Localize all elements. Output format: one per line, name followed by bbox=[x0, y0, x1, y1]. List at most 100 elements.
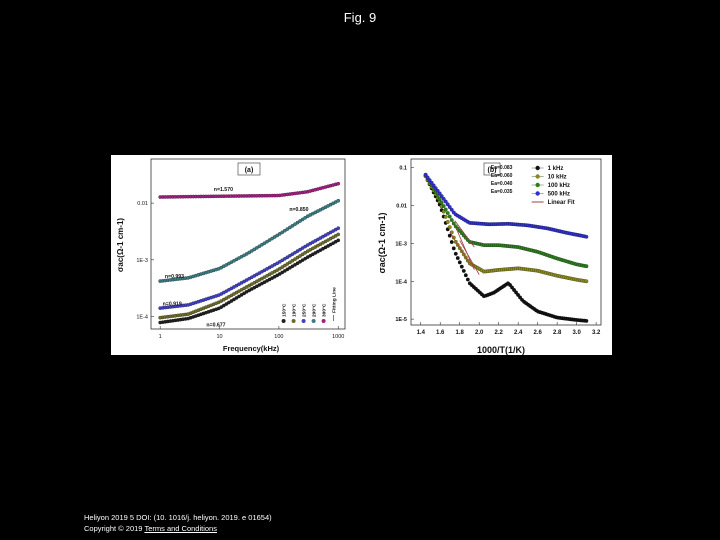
chart-b-point bbox=[427, 178, 432, 183]
chart-b-point bbox=[449, 207, 454, 212]
chart-b-point bbox=[447, 225, 452, 230]
chart-b-point bbox=[423, 172, 428, 177]
chart-a-ytick-label: 1E-3 bbox=[136, 258, 148, 264]
figure-panel: (a) Frequency(kHz) σac(Ω-1 cm-1) 1 10 100 1… bbox=[111, 155, 612, 355]
chart-b-point bbox=[465, 277, 470, 282]
chart-b-point bbox=[439, 194, 444, 199]
chart-a-xtick-label: 10 bbox=[216, 334, 222, 340]
chart-b-point bbox=[463, 273, 468, 278]
chart-b-legend-fit-label: Linear Fit bbox=[548, 200, 575, 206]
chart-a-legend-marker bbox=[311, 319, 316, 323]
chart-b-activation-energy: Ea=0.040 bbox=[491, 181, 513, 187]
chart-b-point bbox=[449, 240, 454, 244]
chart-b-point bbox=[518, 295, 522, 300]
chart-b-xtick-label: 2.6 bbox=[533, 330, 542, 336]
chart-b-legend-marker bbox=[535, 191, 540, 196]
chart-b-point bbox=[439, 200, 444, 205]
chart-b-point bbox=[445, 220, 450, 224]
chart-a-point bbox=[285, 262, 290, 266]
chart-a-point bbox=[280, 265, 285, 269]
chart-a-ytick-label: 1E-4 bbox=[136, 314, 148, 320]
chart-b-legend-marker bbox=[535, 174, 540, 179]
chart-a-annotation: n=1.570 bbox=[214, 187, 233, 193]
chart-a-annotation: n=0.850 bbox=[289, 207, 308, 213]
copyright-text: Copyright © 2019 bbox=[84, 524, 143, 533]
chart-b-xlabel: 1000/T(1/K) bbox=[477, 345, 525, 355]
chart-a-point bbox=[336, 198, 341, 203]
chart-b-xtick-label: 1.6 bbox=[436, 330, 445, 336]
chart-a-legend-label: 390°C bbox=[321, 303, 327, 317]
chart-b-xtick-label: 3.2 bbox=[592, 330, 601, 336]
chart-a: (a) Frequency(kHz) σac(Ω-1 cm-1) 1 10 100 1… bbox=[116, 158, 346, 353]
chart-a-ticks: 1 10 100 1000 0.01 1E-3 1E-4 bbox=[136, 201, 344, 340]
chart-b-point bbox=[584, 234, 589, 239]
chart-b-point bbox=[431, 183, 436, 188]
chart-b-ylabel: σac(Ω-1 cm-1) bbox=[377, 213, 387, 274]
chart-b-point bbox=[514, 290, 518, 295]
chart-a-point bbox=[298, 254, 302, 258]
chart-b-point bbox=[437, 191, 442, 196]
chart-b-series bbox=[423, 172, 589, 323]
chart-b-point bbox=[584, 264, 589, 269]
figure-svg: (a) Frequency(kHz) σac(Ω-1 cm-1) 1 10 100 1… bbox=[116, 158, 602, 355]
terms-link[interactable]: Terms and Conditions bbox=[144, 524, 217, 533]
chart-b-ytick-label: 0.1 bbox=[399, 166, 407, 172]
chart-b-activation-energy: Ea=0.083 bbox=[491, 165, 513, 171]
chart-b-point bbox=[457, 260, 462, 265]
chart-b-ticks: 1.4 1.6 1.8 2.0 2.2 2.4 2.6 2.8 3.0 3.2 0.1 0.01 1E-… bbox=[395, 166, 601, 336]
chart-a-legend-marker bbox=[291, 319, 296, 323]
chart-b-point bbox=[508, 283, 512, 287]
chart-b-activation-energy: Ea=0.035 bbox=[491, 189, 513, 195]
chart-b-xtick-label: 2.8 bbox=[553, 330, 562, 336]
chart-a-ytick-label: 0.01 bbox=[137, 201, 148, 207]
chart-a-panel-label: (a) bbox=[245, 167, 254, 174]
chart-b-xtick-label: 2.0 bbox=[475, 330, 484, 336]
chart-a-point bbox=[283, 263, 287, 268]
chart-b-point bbox=[425, 175, 430, 180]
chart-a-legend-marker bbox=[301, 319, 306, 323]
chart-b-point bbox=[447, 205, 452, 209]
chart-a-point bbox=[285, 227, 290, 231]
chart-a-legend-fit-label: Fitting Line bbox=[331, 287, 337, 313]
copyright-line: Copyright © 2019 Terms and Conditions bbox=[84, 523, 272, 534]
chart-a-point bbox=[300, 252, 305, 257]
chart-a-label-box bbox=[237, 162, 261, 176]
chart-a-point bbox=[277, 266, 282, 271]
chart-a-point bbox=[290, 258, 295, 263]
chart-b-point bbox=[584, 279, 589, 284]
chart-b-point bbox=[451, 246, 456, 251]
chart-b-legend-label: 10 kHz bbox=[548, 175, 567, 181]
chart-b-point bbox=[447, 214, 452, 219]
chart-b-legend-label: 500 kHz bbox=[548, 192, 570, 198]
chart-b-fit-line bbox=[454, 220, 475, 248]
chart-b: (b) 1000/T(1/K) σac(Ω-1 cm-1) 1.4 1.6 1.8 2… bbox=[377, 158, 602, 355]
chart-a-point bbox=[336, 232, 341, 237]
chart-b-panel-label: (b) bbox=[488, 167, 497, 174]
chart-a-point bbox=[288, 225, 292, 230]
chart-a-point bbox=[288, 260, 292, 265]
chart-b-frame bbox=[410, 158, 602, 326]
chart-b-point bbox=[461, 269, 466, 273]
chart-b-legend: Ea=0.083 Ea=0.060 Ea=0.040 Ea=0.035 1 kHz 10 … bbox=[491, 165, 575, 206]
chart-b-ytick-label: 0.01 bbox=[396, 204, 407, 210]
chart-a-point bbox=[290, 224, 295, 228]
chart-a-ylabel: σac(Ω-1 cm-1) bbox=[116, 218, 125, 272]
chart-a-legend-label: 250°C bbox=[301, 303, 307, 317]
chart-a-annotation: n=0.993 bbox=[165, 274, 184, 280]
chart-a-point bbox=[300, 217, 305, 222]
chart-a-point bbox=[283, 228, 287, 233]
chart-a-annotations: n=1.570 n=0.850 n=0.993 n=0.919 n=0.677 bbox=[163, 187, 309, 329]
chart-b-xtick-label: 3.0 bbox=[572, 330, 581, 336]
chart-b-point bbox=[435, 188, 440, 193]
page-title: Fig. 9 bbox=[343, 10, 377, 25]
chart-a-annotation: n=0.677 bbox=[206, 323, 225, 329]
chart-a-point bbox=[298, 219, 302, 223]
chart-a-legend-marker bbox=[281, 319, 286, 323]
chart-b-legend-label: 1 kHz bbox=[548, 166, 564, 172]
chart-b-fit-line bbox=[459, 240, 480, 275]
footer: Heliyon 2019 5 DOI: (10. 1016/j. heliyon… bbox=[84, 512, 272, 534]
chart-b-point bbox=[445, 202, 450, 207]
chart-b-point bbox=[512, 288, 516, 292]
chart-b-label-box bbox=[483, 162, 501, 176]
chart-a-point bbox=[336, 226, 341, 231]
